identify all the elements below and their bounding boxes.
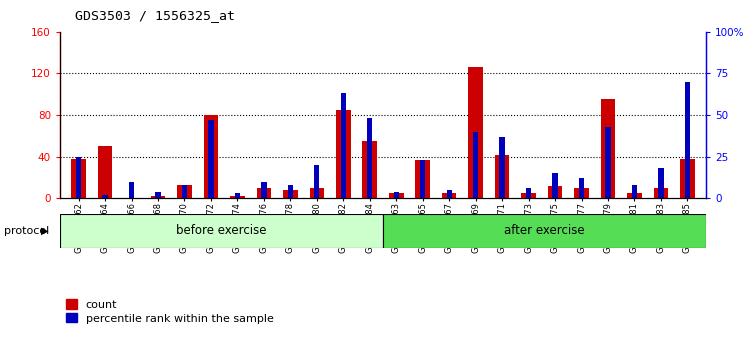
Text: after exercise: after exercise — [504, 224, 585, 238]
Bar — [336, 110, 351, 198]
Bar — [383, 214, 706, 248]
Bar — [601, 99, 615, 198]
Bar — [442, 193, 457, 198]
Bar — [632, 185, 637, 198]
Bar — [521, 193, 536, 198]
Bar — [685, 82, 690, 198]
Bar — [71, 159, 86, 198]
Bar — [420, 160, 425, 198]
Bar — [553, 173, 558, 198]
Bar — [102, 195, 107, 198]
Bar — [230, 196, 245, 198]
Bar — [367, 118, 372, 198]
Bar — [547, 186, 562, 198]
Bar — [76, 156, 81, 198]
Bar — [261, 182, 267, 198]
Bar — [575, 188, 589, 198]
Bar — [495, 155, 509, 198]
Bar — [653, 188, 668, 198]
Bar — [288, 185, 293, 198]
Bar — [314, 165, 319, 198]
Bar — [204, 115, 219, 198]
Bar — [469, 67, 483, 198]
Bar — [155, 192, 161, 198]
Bar — [208, 120, 213, 198]
Bar — [151, 196, 165, 198]
Bar — [60, 214, 383, 248]
Bar — [283, 190, 297, 198]
Bar — [394, 192, 399, 198]
Bar — [235, 193, 240, 198]
Bar — [129, 182, 134, 198]
Bar — [309, 188, 324, 198]
Bar — [389, 193, 403, 198]
Bar — [341, 93, 346, 198]
Bar — [98, 146, 113, 198]
Bar — [257, 188, 271, 198]
Text: before exercise: before exercise — [176, 224, 267, 238]
Bar — [680, 159, 695, 198]
Bar — [415, 160, 430, 198]
Bar — [473, 132, 478, 198]
Text: protocol: protocol — [4, 226, 49, 236]
Bar — [526, 188, 531, 198]
Bar — [182, 185, 187, 198]
Text: ▶: ▶ — [41, 226, 48, 236]
Bar — [659, 168, 664, 198]
Bar — [363, 141, 377, 198]
Bar — [177, 185, 192, 198]
Bar — [499, 137, 505, 198]
Legend: count, percentile rank within the sample: count, percentile rank within the sample — [65, 299, 273, 324]
Bar — [605, 127, 611, 198]
Bar — [627, 193, 642, 198]
Bar — [579, 178, 584, 198]
Text: GDS3503 / 1556325_at: GDS3503 / 1556325_at — [75, 9, 235, 22]
Bar — [447, 190, 452, 198]
